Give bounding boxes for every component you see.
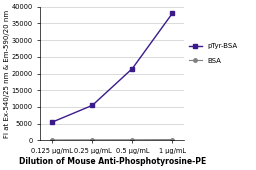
pTyr-BSA <box>171 12 174 14</box>
pTyr-BSA <box>131 67 134 70</box>
BSA <box>91 139 94 141</box>
BSA <box>51 139 54 141</box>
pTyr-BSA <box>91 104 94 106</box>
BSA <box>131 139 134 141</box>
Legend: pTyr-BSA, BSA: pTyr-BSA, BSA <box>189 43 237 64</box>
X-axis label: Dilution of Mouse Anti-Phosphotyrosine-PE: Dilution of Mouse Anti-Phosphotyrosine-P… <box>19 157 206 166</box>
Y-axis label: FI at Ex-540/25 nm & Em-590/20 nm: FI at Ex-540/25 nm & Em-590/20 nm <box>4 10 10 138</box>
Line: pTyr-BSA: pTyr-BSA <box>51 12 174 124</box>
pTyr-BSA <box>51 121 54 123</box>
Line: BSA: BSA <box>51 138 174 142</box>
BSA <box>171 139 174 141</box>
